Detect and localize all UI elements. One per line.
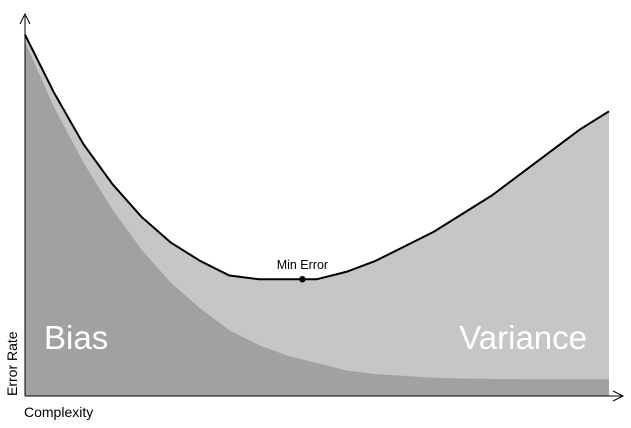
x-axis-label: Complexity [24, 404, 93, 420]
min-error-label: Min Error [277, 258, 328, 272]
variance-region-label: Variance [459, 319, 587, 356]
chart-lines [24, 34, 610, 281]
bias-region-label: Bias [44, 319, 108, 356]
total-error-line [24, 34, 610, 281]
y-axis-arrow-icon [19, 12, 31, 25]
chart-areas [25, 34, 609, 397]
bias-area [25, 41, 609, 396]
y-axis-label: Error Rate [4, 331, 20, 396]
x-axis-arrow-icon [612, 390, 625, 402]
min-error-point [299, 276, 306, 283]
